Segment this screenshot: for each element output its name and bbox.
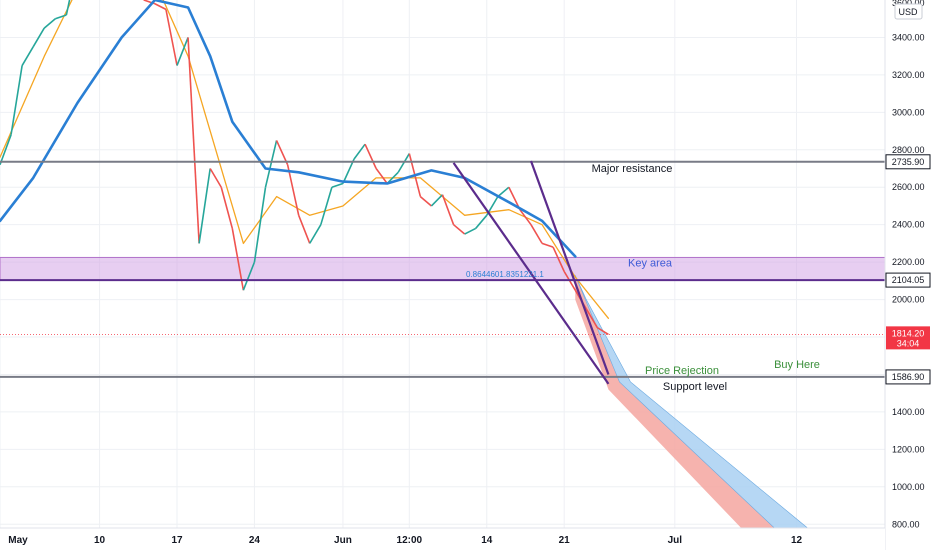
trendline-inner — [529, 160, 610, 375]
y-tick-label: 800.00 — [892, 519, 920, 529]
currency-box — [894, 3, 923, 20]
price-segment — [21, 46, 34, 66]
price-segment — [585, 308, 599, 329]
price-segment — [198, 168, 211, 244]
y-tick-label: 1200.00 — [892, 444, 925, 454]
x-tick-label: 12 — [791, 535, 803, 546]
price-segment — [464, 227, 477, 235]
price-segment — [165, 9, 178, 66]
price-segment — [242, 261, 256, 291]
price-segment — [286, 164, 300, 216]
price-segment — [353, 143, 366, 160]
y-tick-label: 3200.00 — [892, 70, 925, 80]
price-segment — [596, 326, 609, 336]
price-segment — [342, 158, 355, 184]
trendline-outer — [452, 162, 610, 385]
price-segment — [552, 246, 565, 272]
current-price-tag — [886, 326, 930, 350]
price-segment — [519, 209, 532, 226]
price-series-group — [0, 0, 610, 336]
price-segment — [453, 224, 466, 235]
major-resistance-tag — [885, 154, 931, 170]
price-segment — [475, 214, 488, 229]
currency-label: USD — [898, 7, 918, 17]
price-segment — [320, 187, 333, 225]
current-price-label: 1814.20 — [892, 328, 925, 338]
ema-short-line — [0, 0, 610, 319]
price-segment — [32, 27, 45, 48]
x-tick-label: 10 — [94, 535, 106, 546]
price-segment — [176, 37, 189, 66]
price-segment — [187, 37, 200, 244]
x-tick-label: Jun — [334, 535, 352, 546]
y-tick-label: 1000.00 — [892, 482, 925, 492]
support-tag — [885, 369, 931, 385]
major-resistance-tag-label: 2735.90 — [892, 157, 925, 167]
y-tick-label: 3000.00 — [892, 107, 925, 117]
annot-buy-here: Buy Here — [774, 359, 820, 371]
x-tick-label: 24 — [249, 535, 261, 546]
annot-price-rejection: Price Rejection — [645, 365, 719, 377]
support-tag-label: 1586.90 — [892, 372, 925, 382]
x-tick-label: 21 — [559, 535, 571, 546]
y-axis: 800.001000.001200.001400.001600.001800.0… — [884, 0, 932, 550]
price-segment — [264, 140, 278, 188]
price-segment — [530, 224, 543, 244]
x-axis-bg — [0, 528, 885, 550]
fib-label: 0.8644601.8351221.1 — [466, 270, 544, 279]
current-price-countdown: 34:04 — [897, 338, 920, 348]
price-segment — [154, 3, 167, 11]
x-tick-label: 17 — [171, 535, 183, 546]
price-segment — [275, 140, 289, 166]
key-area-band — [0, 256, 886, 281]
x-tick-label: May — [8, 535, 28, 546]
key-level-tag — [885, 272, 931, 288]
price-segment — [375, 168, 388, 184]
price-segment — [541, 242, 554, 248]
projection-channel — [574, 275, 809, 529]
level-lines — [0, 160, 885, 378]
price-segment — [0, 134, 12, 166]
trendlines — [452, 160, 610, 385]
projection-blue — [574, 275, 809, 529]
annot-major-resistance: Major resistance — [592, 163, 673, 175]
key-level-tag-label: 2104.05 — [892, 275, 925, 285]
y-tick-label: 2200.00 — [892, 257, 925, 267]
price-segment — [220, 187, 234, 229]
price-segment — [297, 215, 311, 244]
annotations: Major resistance Key area Price Rejection S… — [466, 163, 820, 393]
x-tick-label: 14 — [481, 535, 493, 546]
price-segment — [65, 0, 71, 16]
price-segment — [10, 65, 23, 135]
y-tick-label: 1400.00 — [892, 407, 925, 417]
price-segment — [441, 194, 455, 225]
key-area-zone — [0, 256, 886, 281]
x-tick-label: Jul — [668, 535, 683, 546]
price-segment — [419, 195, 432, 207]
y-tick-label: 3400.00 — [892, 32, 925, 42]
price-segment — [309, 224, 322, 244]
x-axis: May 10 17 24 Jun 12:00 14 21 Jul 12 — [0, 527, 885, 550]
annot-key-area: Key area — [628, 258, 673, 270]
y-tick-label: 2800.00 — [892, 145, 925, 155]
price-segment — [364, 143, 377, 169]
price-segment — [209, 168, 222, 188]
y-tick-label: 2400.00 — [892, 220, 925, 230]
price-segment — [253, 187, 267, 263]
annot-support-level: Support level — [663, 381, 727, 393]
y-tick-label: 2600.00 — [892, 182, 925, 192]
price-segment — [43, 18, 56, 29]
price-segment — [331, 182, 344, 188]
price-segment — [430, 194, 444, 207]
x-tick-label: 12:00 — [397, 535, 423, 546]
price-segment — [497, 186, 510, 198]
price-segment — [397, 153, 411, 173]
ema-long-line — [0, 0, 577, 258]
y-tick-label: 2000.00 — [892, 295, 925, 305]
price-segment — [55, 14, 67, 20]
